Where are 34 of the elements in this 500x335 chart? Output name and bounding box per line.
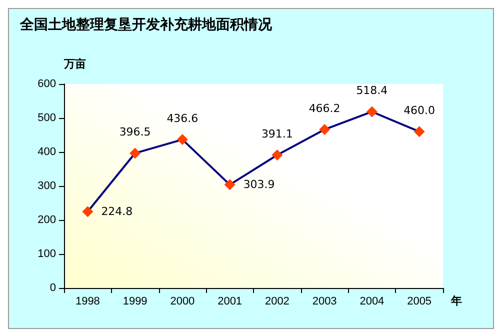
- y-tick-label: 300: [38, 180, 56, 192]
- x-tick-label: 2004: [360, 296, 384, 308]
- x-tick-label: 2005: [407, 296, 432, 308]
- data-label: 391.1: [261, 128, 293, 141]
- x-tick-label: 2003: [312, 296, 337, 308]
- point: [414, 126, 425, 138]
- point: [366, 106, 378, 118]
- x-axis-title: 年: [450, 294, 462, 308]
- x-tick-label: 2000: [170, 296, 195, 308]
- data-label: 396.5: [119, 126, 151, 139]
- y-tick-label: 200: [38, 214, 56, 226]
- x-tick-label: 1999: [122, 296, 148, 308]
- point: [176, 134, 188, 146]
- data-label: 303.9: [243, 178, 275, 192]
- point: [319, 124, 330, 135]
- y-tick-label: 600: [38, 78, 56, 90]
- x-tick-label: 2002: [264, 296, 290, 308]
- x-tick-label: 1998: [75, 296, 100, 308]
- y-tick-label: 0: [50, 282, 56, 294]
- y-tick-label: 100: [38, 248, 56, 260]
- chart-title: 全国土地整理复垦开发补充耕地面积情况: [19, 16, 273, 33]
- x-tick-label: 2001: [218, 296, 242, 308]
- point: [82, 206, 94, 218]
- y-axis-title: 万亩: [63, 58, 86, 70]
- data-label: 460.0: [404, 104, 436, 118]
- data-label: 518.4: [356, 84, 388, 98]
- point: [272, 150, 283, 161]
- data-label: 436.6: [166, 112, 198, 126]
- data-label: 466.2: [308, 102, 340, 115]
- y-tick-label: 500: [38, 112, 56, 124]
- data-label: 224.8: [101, 205, 133, 218]
- point: [224, 179, 236, 190]
- y-tick-label: 400: [38, 146, 56, 158]
- point: [130, 148, 141, 159]
